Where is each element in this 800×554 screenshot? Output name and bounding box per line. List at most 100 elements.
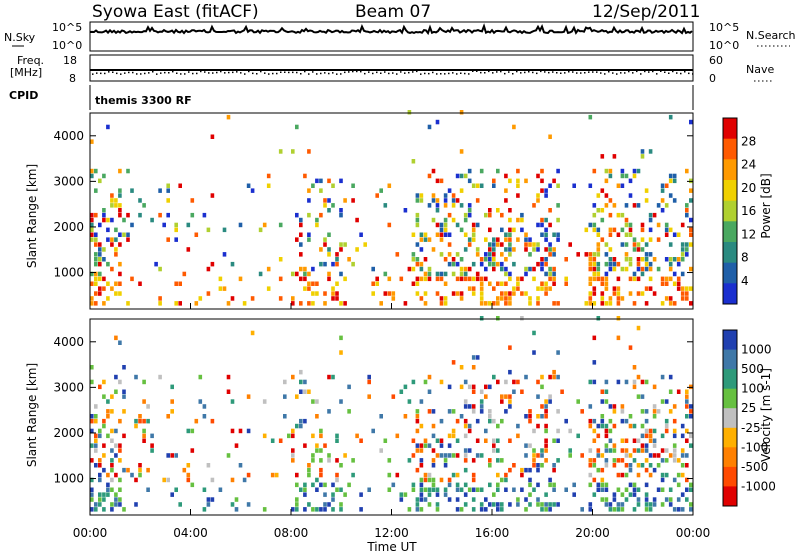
heatmap-cell (435, 487, 440, 492)
heatmap-cell (166, 477, 170, 483)
heatmap-cell (463, 266, 468, 272)
heatmap-cell (640, 291, 645, 296)
heatmap-cell (299, 232, 303, 237)
heatmap-cell (544, 193, 548, 198)
heatmap-cell (102, 423, 106, 429)
heatmap-cell (488, 301, 492, 306)
heatmap-cell (118, 203, 122, 208)
x-tick-label: 16:00 (475, 526, 510, 540)
heatmap-cell (612, 463, 617, 468)
colorbar-tick-label: 1000 (741, 343, 772, 357)
heatmap-cell (439, 379, 444, 385)
heatmap-cell (299, 423, 303, 429)
heatmap-cell (540, 178, 544, 184)
heatmap-cell (246, 502, 251, 507)
heatmap-cell (431, 193, 436, 198)
heatmap-cell (419, 507, 424, 512)
heatmap-cell (689, 384, 693, 390)
heatmap-cell (524, 443, 528, 448)
heatmap-cell (544, 409, 548, 414)
heatmap-cell (206, 497, 211, 502)
heatmap-cell (479, 286, 484, 291)
heatmap-cell (644, 379, 649, 385)
velocity-heatmap (90, 316, 693, 512)
heatmap-cell (496, 237, 500, 242)
heatmap-cell (616, 301, 621, 306)
heatmap-cell (463, 217, 468, 223)
heatmap-cell (596, 247, 601, 252)
nave-dot (388, 72, 390, 75)
heatmap-cell (508, 345, 512, 350)
heatmap-cell (488, 212, 492, 218)
heatmap-cell (664, 418, 669, 424)
heatmap-cell (419, 261, 424, 267)
heatmap-cell (689, 242, 693, 247)
heatmap-cell (500, 227, 504, 233)
heatmap-cell (459, 507, 464, 512)
heatmap-cell (114, 237, 118, 242)
heatmap-cell (648, 502, 653, 507)
nave-dot (356, 70, 358, 73)
heatmap-cell (552, 487, 556, 492)
heatmap-cell (419, 477, 424, 483)
heatmap-cell (644, 467, 649, 473)
heatmap-cell (636, 497, 641, 502)
heatmap-cell (612, 154, 617, 159)
nave-dot (592, 71, 594, 73)
heatmap-cell (532, 203, 536, 208)
heatmap-cell (283, 394, 287, 399)
nave-dot (456, 73, 458, 75)
heatmap-cell (407, 266, 412, 272)
heatmap-cell (668, 389, 673, 394)
heatmap-cell (644, 443, 649, 448)
nave-dot (440, 73, 442, 75)
heatmap-cell (319, 261, 323, 267)
nave-dot (196, 72, 198, 75)
heatmap-cell (528, 242, 532, 247)
heatmap-cell (299, 276, 303, 282)
heatmap-cell (303, 379, 307, 385)
heatmap-cell (463, 467, 468, 473)
heatmap-cell (126, 467, 130, 473)
heatmap-cell (283, 414, 287, 419)
heatmap-cell (419, 296, 424, 301)
nave-dot (144, 72, 146, 75)
heatmap-cell (278, 222, 283, 228)
heatmap-cell (467, 384, 472, 390)
heatmap-cell (656, 409, 661, 414)
heatmap-cell (230, 399, 235, 404)
heatmap-cell (439, 438, 444, 443)
heatmap-cell (146, 404, 150, 409)
heatmap-cell (134, 502, 138, 507)
colorbar-swatch (723, 159, 737, 181)
heatmap-cell (520, 389, 524, 394)
heatmap-cell (467, 237, 472, 242)
heatmap-cell (371, 266, 375, 272)
heatmap-cell (612, 227, 617, 233)
heatmap-cell (106, 281, 110, 286)
x-tick-label: 12:00 (374, 526, 409, 540)
heatmap-cell (307, 232, 311, 237)
heatmap-cell (608, 232, 613, 237)
heatmap-cell (504, 266, 508, 272)
heatmap-cell (656, 463, 661, 468)
heatmap-cell (672, 453, 677, 458)
heatmap-cell (668, 242, 673, 247)
heatmap-cell (644, 286, 649, 291)
heatmap-cell (291, 296, 295, 301)
heatmap-cell (307, 198, 311, 203)
heatmap-cell (689, 119, 693, 125)
heatmap-cell (640, 247, 645, 252)
heatmap-cell (564, 276, 568, 282)
heatmap-cell (500, 261, 504, 267)
colorbar-swatch (723, 180, 737, 202)
heatmap-cell (592, 257, 597, 262)
heatmap-cell (411, 252, 416, 257)
heatmap-cell (266, 286, 271, 291)
heatmap-cell (102, 247, 106, 252)
nave-dot (216, 71, 218, 74)
heatmap-cell (443, 492, 448, 497)
heatmap-cell (447, 261, 452, 267)
heatmap-cell (110, 203, 114, 208)
